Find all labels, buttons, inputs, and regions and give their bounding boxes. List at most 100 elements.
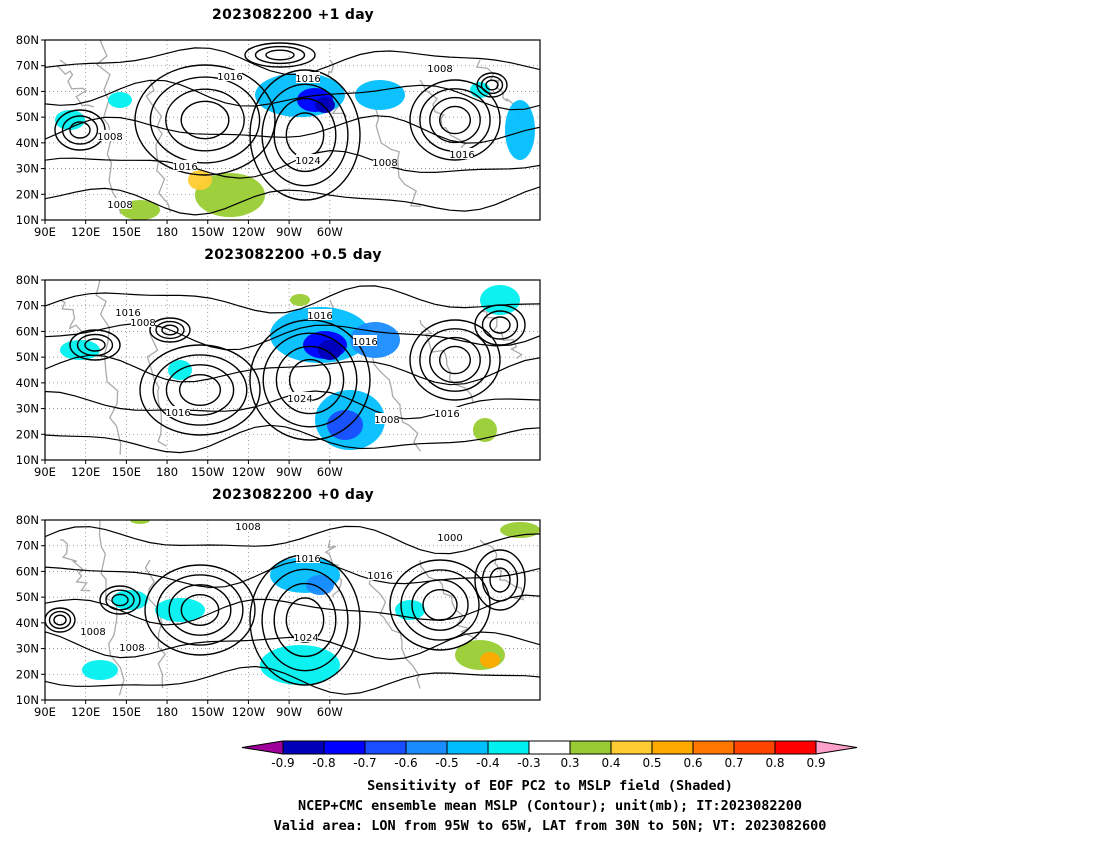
contour-label: 1024: [295, 156, 320, 167]
colorbar-swatch: [487, 740, 530, 755]
colorbar-tick-label: -0.8: [312, 756, 335, 770]
colorbar-tick-label: -0.9: [271, 756, 294, 770]
colorbar-tick-label: 0.8: [765, 756, 784, 770]
caption-line-3: Valid area: LON from 95W to 65W, LAT fro…: [273, 818, 827, 834]
colorbar-tick-label: -0.6: [394, 756, 417, 770]
lat-tick-label: 80N: [16, 273, 39, 287]
contour-label: 1016: [367, 571, 392, 582]
contour-label: 1016: [307, 311, 332, 322]
lon-tick-label: 90W: [276, 705, 302, 719]
lat-tick-label: 60N: [16, 84, 39, 98]
colorbar-swatch: [323, 740, 366, 755]
lon-tick-label: 150W: [191, 465, 224, 479]
lat-tick-label: 70N: [16, 299, 39, 313]
contour-label: 1008: [427, 64, 452, 75]
colorbar-swatch: [651, 740, 694, 755]
lat-tick-label: 70N: [16, 539, 39, 553]
colorbar-tick-label: 0.3: [560, 756, 579, 770]
contour-label: 1008: [107, 200, 132, 211]
contour-label: 1008: [119, 643, 144, 654]
lon-tick-label: 150E: [112, 465, 141, 479]
lon-tick-label: 120E: [71, 705, 100, 719]
colorbar-tick-label: -0.7: [353, 756, 376, 770]
sensitivity-blob: [155, 598, 205, 622]
colorbar-swatch: [774, 740, 817, 755]
lat-tick-label: 50N: [16, 350, 39, 364]
panel-3-title: 2023082200 +0 day: [212, 487, 374, 503]
colorbar-min-arrow: [241, 740, 284, 755]
lat-tick-label: 80N: [16, 513, 39, 527]
contour-label: 1016: [165, 408, 190, 419]
contour-label: 1016: [449, 150, 474, 161]
map-panel-1: 1016 1016 1008 1008 1016 1024 1008 1016 1008 80N 7…: [16, 33, 541, 239]
colorbar-swatch: [528, 740, 571, 755]
lon-tick-label: 150E: [112, 705, 141, 719]
panel-2-title: 2023082200 +0.5 day: [204, 247, 382, 263]
lon-tick-label: 150E: [112, 225, 141, 239]
map-panel-2: 1016100810161016101610241008101680N70N60…: [16, 273, 541, 479]
map-panel-3: 1008 1016 1016 1008 1008 1024 1000 80N 70N 60N 50N…: [16, 513, 541, 719]
colorbar-swatch: [733, 740, 776, 755]
colorbar-tick-label: 0.4: [601, 756, 620, 770]
lon-tick-label: 180: [156, 225, 178, 239]
sensitivity-blob: [195, 173, 265, 217]
sensitivity-blob: [480, 285, 520, 315]
lat-tick-label: 10N: [16, 693, 39, 707]
panel-1-title: 2023082200 +1 day: [212, 7, 374, 23]
lat-tick-label: 70N: [16, 59, 39, 73]
lat-tick-label: 20N: [16, 667, 39, 681]
lat-tick-label: 50N: [16, 110, 39, 124]
lon-tick-label: 90E: [34, 705, 56, 719]
sensitivity-blob: [473, 418, 497, 442]
colorbar-swatch: [569, 740, 612, 755]
sensitivity-blob: [82, 660, 118, 680]
lon-tick-label: 120E: [71, 225, 100, 239]
contour-label: 1016: [172, 162, 197, 173]
colorbar-swatch: [364, 740, 407, 755]
sensitivity-blob: [260, 645, 340, 685]
lon-tick-label: 120W: [232, 465, 265, 479]
lat-tick-label: 10N: [16, 213, 39, 227]
caption-line-1: Sensitivity of EOF PC2 to MSLP field (Sh…: [367, 778, 733, 794]
colorbar-tick-label: 0.7: [724, 756, 743, 770]
lon-tick-label: 120E: [71, 465, 100, 479]
colorbar-swatch: [282, 740, 325, 755]
lon-tick-label: 150W: [191, 225, 224, 239]
lat-tick-label: 40N: [16, 136, 39, 150]
lon-tick-label: 60W: [317, 225, 343, 239]
contour-label: 1016: [115, 308, 140, 319]
contour-label: 1008: [80, 627, 105, 638]
colorbar-max-arrow: [815, 740, 858, 755]
contour-label: 1024: [293, 633, 318, 644]
colorbar-tick-label: -0.3: [517, 756, 540, 770]
contour-label: 1008: [130, 318, 155, 329]
lon-tick-label: 120W: [232, 225, 265, 239]
colorbar-swatch: [405, 740, 448, 755]
caption-line-2: NCEP+CMC ensemble mean MSLP (Contour); u…: [298, 798, 802, 814]
sensitivity-blob: [130, 520, 150, 524]
colorbar-swatch: [610, 740, 653, 755]
lat-tick-label: 20N: [16, 427, 39, 441]
sensitivity-blob: [355, 80, 405, 110]
colorbar-swatch: [446, 740, 489, 755]
figure-caption: Sensitivity of EOF PC2 to MSLP field (Sh…: [150, 776, 950, 836]
sensitivity-blob: [505, 100, 535, 160]
lon-tick-label: 150W: [191, 705, 224, 719]
lat-tick-label: 40N: [16, 616, 39, 630]
lon-tick-label: 180: [156, 465, 178, 479]
lat-tick-label: 30N: [16, 642, 39, 656]
sensitivity-blob: [188, 170, 212, 190]
lat-tick-label: 80N: [16, 33, 39, 47]
sensitivity-blob: [480, 652, 500, 668]
sensitivity-blob: [306, 575, 334, 595]
colorbar-tick-label: -0.4: [476, 756, 499, 770]
lat-tick-label: 40N: [16, 376, 39, 390]
contour-label: 1000: [437, 533, 462, 544]
colorbar-tick-label: 0.9: [806, 756, 825, 770]
lat-tick-label: 30N: [16, 402, 39, 416]
lon-tick-label: 60W: [317, 465, 343, 479]
contour-label: 1008: [372, 158, 397, 169]
contour-label: 1024: [287, 394, 312, 405]
contour-label: 1008: [374, 415, 399, 426]
